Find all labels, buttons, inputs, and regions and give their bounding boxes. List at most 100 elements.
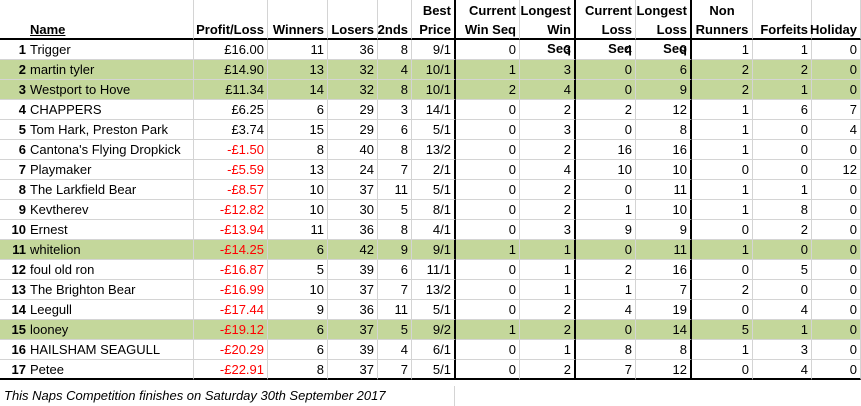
player-name-cell[interactable]: 5 Tom Hark, Preston Park bbox=[0, 120, 194, 140]
cell-winners[interactable]: 6 bbox=[268, 320, 328, 340]
cell-winners[interactable]: 13 bbox=[268, 60, 328, 80]
player-name-cell[interactable]: 7 Playmaker bbox=[0, 160, 194, 180]
cell-best[interactable]: 9/1 bbox=[412, 240, 456, 260]
cell-losers[interactable]: 32 bbox=[328, 80, 378, 100]
cell-cws[interactable]: 0 bbox=[456, 340, 520, 360]
cell-holiday[interactable]: 7 bbox=[812, 100, 861, 120]
cell-forfeits[interactable]: 2 bbox=[753, 60, 812, 80]
cell-lls[interactable]: 10 bbox=[636, 200, 692, 220]
player-name-cell[interactable]: 14 Leegull bbox=[0, 300, 194, 320]
cell-lls[interactable]: 11 bbox=[636, 240, 692, 260]
cell-cls[interactable]: 2 bbox=[576, 260, 636, 280]
cell-seconds[interactable]: 8 bbox=[378, 220, 412, 240]
cell-pl[interactable]: -£1.50 bbox=[194, 140, 268, 160]
cell-lws[interactable]: 2 bbox=[520, 200, 576, 220]
cell-best[interactable]: 9/1 bbox=[412, 40, 456, 60]
cell-cls[interactable]: 0 bbox=[576, 120, 636, 140]
cell-cws[interactable]: 0 bbox=[456, 200, 520, 220]
cell-nr[interactable]: 2 bbox=[692, 280, 753, 300]
cell-winners[interactable]: 15 bbox=[268, 120, 328, 140]
cell-cls[interactable]: 8 bbox=[576, 340, 636, 360]
cell-best[interactable]: 4/1 bbox=[412, 220, 456, 240]
cell-cls[interactable]: 1 bbox=[576, 200, 636, 220]
cell-forfeits[interactable]: 6 bbox=[753, 100, 812, 120]
cell-lws[interactable]: 1 bbox=[520, 240, 576, 260]
cell-lls[interactable]: 19 bbox=[636, 300, 692, 320]
cell-pl[interactable]: -£13.94 bbox=[194, 220, 268, 240]
cell-holiday[interactable]: 0 bbox=[812, 220, 861, 240]
header-seconds[interactable]: 2nds bbox=[378, 0, 412, 40]
cell-cls[interactable]: 0 bbox=[576, 80, 636, 100]
player-name-cell[interactable]: 13 The Brighton Bear bbox=[0, 280, 194, 300]
player-name-cell[interactable]: 8 The Larkfield Bear bbox=[0, 180, 194, 200]
cell-cws[interactable]: 0 bbox=[456, 160, 520, 180]
cell-holiday[interactable]: 0 bbox=[812, 80, 861, 100]
cell-cls[interactable]: 0 bbox=[576, 240, 636, 260]
cell-pl[interactable]: -£8.57 bbox=[194, 180, 268, 200]
cell-seconds[interactable]: 8 bbox=[378, 140, 412, 160]
cell-forfeits[interactable]: 0 bbox=[753, 240, 812, 260]
cell-forfeits[interactable]: 1 bbox=[753, 320, 812, 340]
cell-losers[interactable]: 36 bbox=[328, 300, 378, 320]
cell-holiday[interactable]: 0 bbox=[812, 180, 861, 200]
cell-forfeits[interactable]: 2 bbox=[753, 220, 812, 240]
cell-seconds[interactable]: 9 bbox=[378, 240, 412, 260]
cell-pl[interactable]: -£17.44 bbox=[194, 300, 268, 320]
cell-winners[interactable]: 13 bbox=[268, 160, 328, 180]
cell-holiday[interactable]: 0 bbox=[812, 320, 861, 340]
header-current-loss-seq[interactable]: Current Loss Seq bbox=[576, 0, 636, 56]
cell-pl[interactable]: £6.25 bbox=[194, 100, 268, 120]
cell-best[interactable]: 14/1 bbox=[412, 100, 456, 120]
cell-lws[interactable]: 3 bbox=[520, 220, 576, 240]
cell-cws[interactable]: 0 bbox=[456, 260, 520, 280]
cell-best[interactable]: 2/1 bbox=[412, 160, 456, 180]
cell-seconds[interactable]: 11 bbox=[378, 300, 412, 320]
cell-cws[interactable]: 1 bbox=[456, 320, 520, 340]
header-forfeits[interactable]: Forfeits bbox=[753, 0, 812, 40]
cell-lws[interactable]: 2 bbox=[520, 300, 576, 320]
cell-lws[interactable]: 2 bbox=[520, 140, 576, 160]
cell-winners[interactable]: 9 bbox=[268, 300, 328, 320]
cell-losers[interactable]: 29 bbox=[328, 100, 378, 120]
cell-lls[interactable]: 12 bbox=[636, 100, 692, 120]
header-longest-win-seq[interactable]: Longest Win Seq bbox=[520, 0, 576, 56]
player-name-cell[interactable]: 10 Ernest bbox=[0, 220, 194, 240]
cell-losers[interactable]: 32 bbox=[328, 60, 378, 80]
cell-winners[interactable]: 10 bbox=[268, 180, 328, 200]
cell-losers[interactable]: 29 bbox=[328, 120, 378, 140]
cell-holiday[interactable]: 0 bbox=[812, 40, 861, 60]
cell-winners[interactable]: 6 bbox=[268, 240, 328, 260]
player-name-cell[interactable]: 9 Kevtherev bbox=[0, 200, 194, 220]
cell-forfeits[interactable]: 0 bbox=[753, 140, 812, 160]
cell-seconds[interactable]: 3 bbox=[378, 100, 412, 120]
cell-seconds[interactable]: 4 bbox=[378, 60, 412, 80]
cell-cls[interactable]: 0 bbox=[576, 180, 636, 200]
cell-seconds[interactable]: 4 bbox=[378, 340, 412, 360]
cell-cls[interactable]: 0 bbox=[576, 60, 636, 80]
player-name-cell[interactable]: 6 Cantona's Flying Dropkick bbox=[0, 140, 194, 160]
header-holiday[interactable]: Holiday bbox=[810, 0, 861, 40]
player-name-cell[interactable]: 11 whitelion bbox=[0, 240, 194, 260]
cell-forfeits[interactable]: 5 bbox=[753, 260, 812, 280]
cell-nr[interactable]: 5 bbox=[692, 320, 753, 340]
cell-cls[interactable]: 4 bbox=[576, 300, 636, 320]
cell-losers[interactable]: 39 bbox=[328, 260, 378, 280]
cell-lls[interactable]: 8 bbox=[636, 340, 692, 360]
header-losers[interactable]: Losers bbox=[328, 0, 378, 40]
cell-seconds[interactable]: 7 bbox=[378, 280, 412, 300]
cell-best[interactable]: 8/1 bbox=[412, 200, 456, 220]
cell-holiday[interactable]: 0 bbox=[812, 260, 861, 280]
cell-nr[interactable]: 1 bbox=[692, 340, 753, 360]
cell-cls[interactable]: 0 bbox=[576, 320, 636, 340]
cell-cls[interactable]: 10 bbox=[576, 160, 636, 180]
cell-losers[interactable]: 24 bbox=[328, 160, 378, 180]
cell-pl[interactable]: -£12.82 bbox=[194, 200, 268, 220]
cell-cws[interactable]: 0 bbox=[456, 300, 520, 320]
cell-winners[interactable]: 5 bbox=[268, 260, 328, 280]
cell-lls[interactable]: 11 bbox=[636, 180, 692, 200]
cell-winners[interactable]: 11 bbox=[268, 220, 328, 240]
cell-best[interactable]: 13/2 bbox=[412, 140, 456, 160]
cell-nr[interactable]: 1 bbox=[692, 240, 753, 260]
cell-winners[interactable]: 10 bbox=[268, 200, 328, 220]
cell-winners[interactable]: 6 bbox=[268, 100, 328, 120]
